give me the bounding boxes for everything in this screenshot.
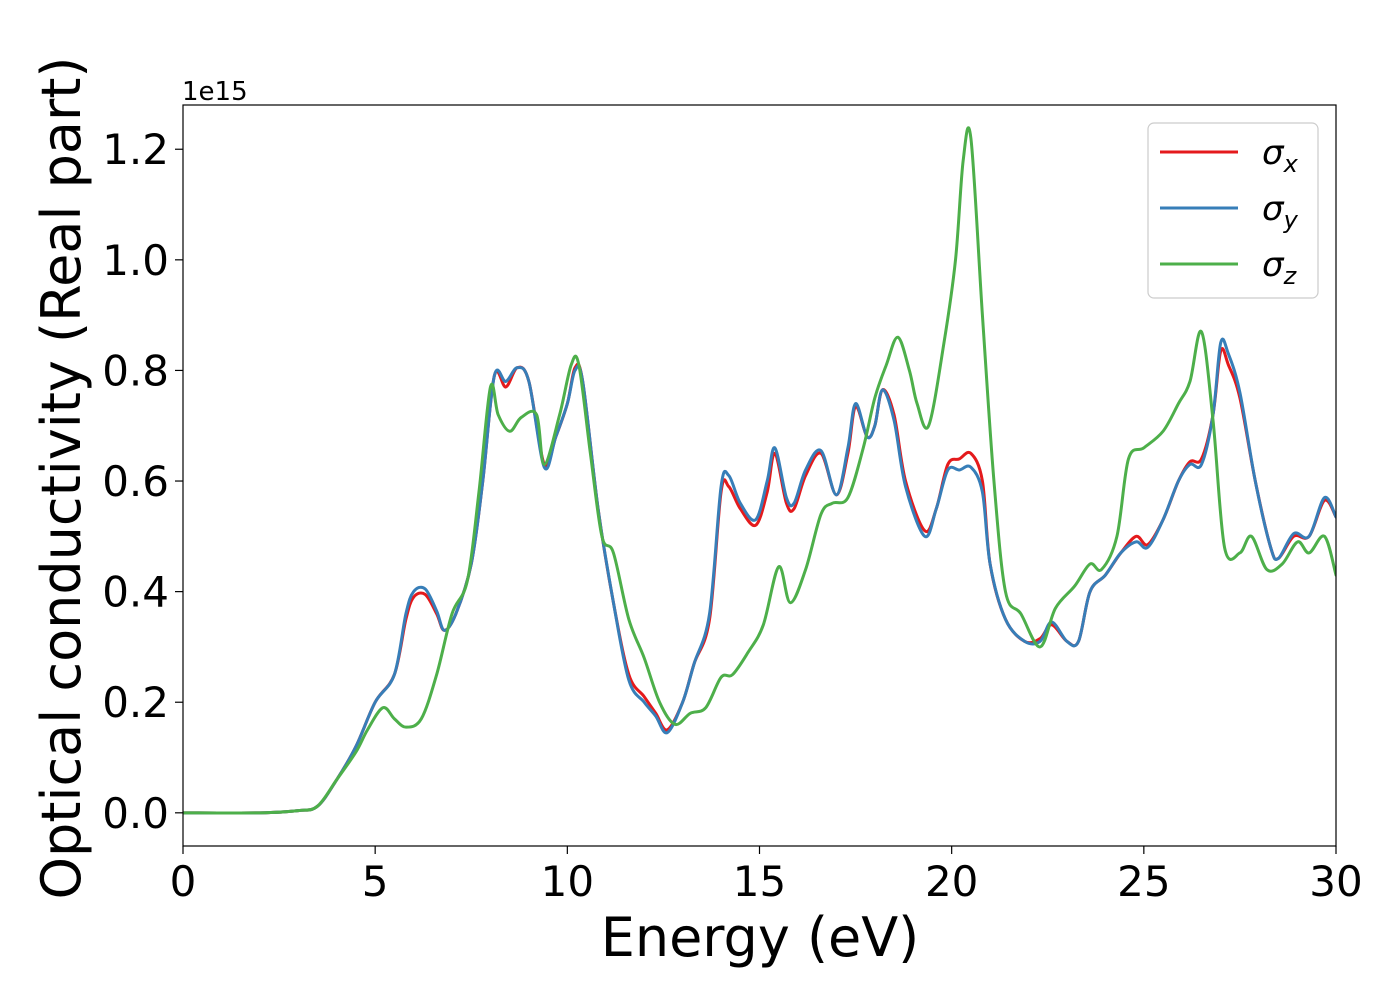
y-tick-label: 0.0 [102, 789, 169, 838]
y-tick-label: 1.2 [102, 125, 169, 174]
legend: σx σy σz [1147, 122, 1319, 299]
x-tick-label: 20 [925, 857, 978, 906]
y-axis-label: Optical conductivity (Real part) [30, 57, 93, 900]
legend-label-x: σx [1262, 133, 1299, 178]
x-tick-label: 25 [1117, 857, 1170, 906]
y-tick-label: 1.0 [102, 236, 169, 285]
y-tick-label: 0.2 [102, 678, 169, 727]
legend-box [1147, 122, 1319, 299]
y-tick-label: 0.6 [102, 457, 169, 506]
x-axis: 0 5 10 15 20 25 30 [170, 846, 1363, 906]
x-axis-label: Energy (eV) [601, 906, 920, 969]
x-tick-label: 0 [170, 857, 197, 906]
y-tick-label: 0.8 [102, 346, 169, 395]
y-offset-label: 1e15 [182, 77, 248, 107]
y-axis: 0.0 0.2 0.4 0.6 0.8 1.0 1.2 [102, 125, 183, 838]
series-line-y [183, 337, 1336, 815]
series-line-z [183, 126, 1336, 815]
x-tick-label: 5 [362, 857, 389, 906]
x-tick-label: 15 [733, 857, 786, 906]
y-tick-label: 0.4 [102, 568, 169, 617]
legend-label-z: σz [1262, 245, 1298, 290]
legend-label-y: σy [1262, 189, 1299, 234]
x-tick-label: 30 [1309, 857, 1362, 906]
x-tick-label: 10 [541, 857, 594, 906]
